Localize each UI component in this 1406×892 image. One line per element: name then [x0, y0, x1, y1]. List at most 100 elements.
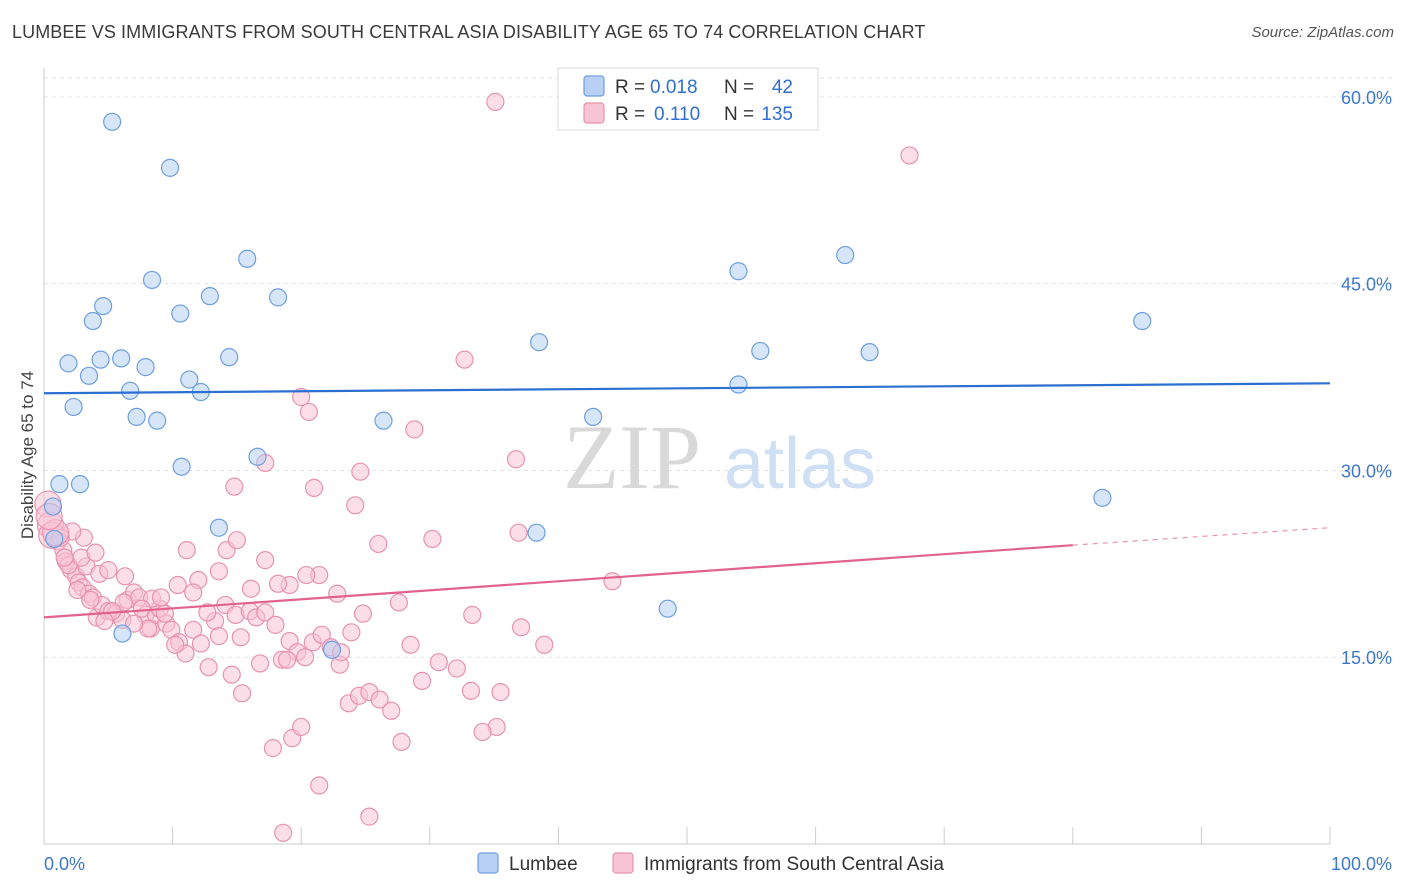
immigrants-point-92: [241, 579, 261, 598]
immigrants-point-51: [231, 628, 250, 647]
lumbee-point-6: [94, 296, 113, 316]
immigrants-point-67: [370, 690, 389, 709]
x-tick-label-max: 100.0%: [1331, 854, 1392, 874]
immigrants-point-1: [900, 146, 919, 165]
lumbee-point-39: [860, 343, 879, 362]
lumbee-point-20: [148, 411, 167, 430]
stats-lumbee-n-value: 42: [772, 77, 793, 98]
immigrants-point-69: [392, 732, 411, 751]
immigrants-point-126: [124, 614, 144, 633]
immigrants-point-108: [227, 531, 246, 550]
immigrants-point-102: [99, 560, 118, 580]
lumbee-point-27: [209, 518, 228, 537]
immigrants-point-112: [310, 776, 329, 795]
immigrants-point-87: [328, 584, 347, 603]
immigrants-point-59: [295, 648, 315, 667]
stats-immigrants-r-value: 0.110: [654, 104, 700, 125]
immigrants-point-5: [405, 420, 424, 439]
immigrants-point-3: [292, 387, 311, 407]
immigrants-point-83: [423, 529, 442, 549]
immigrants-point-48: [209, 626, 228, 646]
watermark-atlas: atlas: [724, 424, 876, 504]
immigrants-point-44: [184, 620, 203, 639]
stats-immigrants-swatch: [583, 102, 605, 124]
immigrants-point-76: [473, 722, 492, 742]
immigrants-point-78: [512, 618, 531, 637]
immigrants-point-86: [342, 623, 361, 642]
lumbee-point-25: [70, 475, 90, 494]
lumbee-point-15: [79, 366, 99, 385]
immigrants-point-130: [81, 590, 100, 610]
immigrants-point-81: [603, 572, 622, 591]
immigrants-point-82: [463, 605, 482, 624]
watermark: ZIP atlas: [563, 406, 876, 508]
lumbee-point-7: [171, 304, 190, 323]
tick-labels: 15.0% 30.0% 45.0% 60.0% 0.0% 100.0%: [44, 88, 1392, 874]
lumbee-point-32: [584, 407, 603, 427]
immigrants-point-2: [455, 350, 474, 369]
lumbee-point-30: [113, 624, 132, 643]
immigrants-point-84: [389, 593, 409, 612]
immigrants-point-123: [166, 635, 185, 654]
stats-lumbee-r-value: 0.018: [650, 77, 698, 98]
immigrants-point-89: [297, 565, 316, 585]
immigrants-point-124: [151, 588, 171, 607]
series-immigrants-points: [34, 92, 919, 842]
stats-lumbee-swatch: [583, 75, 605, 97]
immigrants-point-45: [191, 634, 210, 653]
immigrants-point-111: [263, 739, 283, 758]
lumbee-point-21: [374, 411, 393, 430]
lumbee-point-1: [160, 158, 180, 177]
immigrants-point-61: [312, 625, 331, 644]
immigrants-point-74: [461, 681, 481, 700]
immigrants-point-113: [360, 807, 379, 826]
chart-source: Source: ZipAtlas.com: [1251, 24, 1394, 41]
immigrants-point-79: [535, 635, 554, 654]
y-axis-label: Disability Age 65 to 74: [18, 371, 37, 539]
stats-lumbee-r-label: R =: [615, 77, 645, 98]
lumbee-point-29: [527, 523, 546, 542]
immigrants-point-4: [299, 402, 319, 422]
lumbee-point-16: [121, 381, 140, 400]
immigrants-point-101: [115, 567, 135, 586]
lumbee-point-9: [59, 354, 78, 373]
stats-immigrants-r-label: R =: [615, 104, 645, 125]
lumbee-point-2: [238, 249, 257, 268]
immigrants-point-85: [353, 604, 373, 623]
immigrants-point-91: [256, 551, 275, 570]
y-tick-label: 45.0%: [1341, 275, 1392, 295]
immigrants-point-94: [209, 562, 228, 581]
immigrants-trend-extension: [1072, 527, 1331, 546]
immigrants-point-54: [256, 603, 275, 622]
lumbee-point-8: [83, 311, 102, 331]
lumbee-point-14: [180, 370, 199, 389]
immigrants-point-72: [429, 653, 448, 672]
immigrants-point-129: [95, 612, 114, 631]
lumbee-point-4: [200, 287, 219, 306]
y-tick-label: 15.0%: [1341, 648, 1392, 668]
lumbee-point-24: [50, 475, 69, 494]
lumbee-point-11: [112, 349, 131, 368]
lumbee-point-26: [43, 497, 63, 516]
immigrants-point-0: [486, 92, 505, 111]
stats-immigrants-n-value: 135: [761, 104, 793, 125]
immigrants-point-120: [222, 665, 241, 684]
immigrants-point-55: [266, 615, 285, 634]
series-legend: Lumbee Immigrants from South Central Asi…: [477, 852, 944, 875]
lumbee-point-0: [103, 112, 122, 131]
axes: [43, 68, 1331, 845]
lumbee-point-19: [127, 407, 146, 427]
immigrants-point-9: [225, 477, 244, 496]
immigrants-point-46: [199, 658, 218, 677]
lumbee-point-13: [220, 348, 239, 367]
immigrants-point-134: [277, 650, 297, 669]
legend-immigrants-swatch: [612, 852, 634, 874]
lumbee-point-31: [322, 640, 342, 659]
legend-lumbee-swatch: [477, 852, 499, 874]
immigrants-point-114: [274, 823, 293, 842]
immigrants-point-103: [86, 543, 105, 562]
immigrants-point-100: [132, 599, 151, 618]
immigrants-point-132: [55, 548, 74, 567]
lumbee-point-34: [658, 599, 677, 618]
lumbee-point-33: [530, 333, 549, 352]
